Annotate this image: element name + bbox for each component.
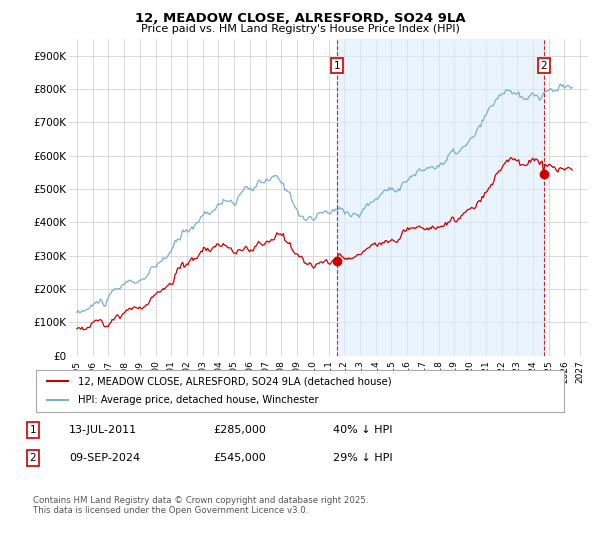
Text: Price paid vs. HM Land Registry's House Price Index (HPI): Price paid vs. HM Land Registry's House … xyxy=(140,24,460,34)
Text: 2: 2 xyxy=(29,453,37,463)
Text: 1: 1 xyxy=(334,61,340,71)
Text: 13-JUL-2011: 13-JUL-2011 xyxy=(69,425,137,435)
Text: 40% ↓ HPI: 40% ↓ HPI xyxy=(333,425,392,435)
Text: HPI: Average price, detached house, Winchester: HPI: Average price, detached house, Winc… xyxy=(78,395,319,405)
Bar xyxy=(337,39,544,356)
Text: 12, MEADOW CLOSE, ALRESFORD, SO24 9LA (detached house): 12, MEADOW CLOSE, ALRESFORD, SO24 9LA (d… xyxy=(78,376,392,386)
Text: £285,000: £285,000 xyxy=(213,425,266,435)
Text: 12, MEADOW CLOSE, ALRESFORD, SO24 9LA: 12, MEADOW CLOSE, ALRESFORD, SO24 9LA xyxy=(134,12,466,25)
Text: £545,000: £545,000 xyxy=(213,453,266,463)
Text: 29% ↓ HPI: 29% ↓ HPI xyxy=(333,453,392,463)
Text: 1: 1 xyxy=(29,425,37,435)
Text: 2: 2 xyxy=(541,61,547,71)
Text: 09-SEP-2024: 09-SEP-2024 xyxy=(69,453,140,463)
Text: Contains HM Land Registry data © Crown copyright and database right 2025.
This d: Contains HM Land Registry data © Crown c… xyxy=(33,496,368,515)
